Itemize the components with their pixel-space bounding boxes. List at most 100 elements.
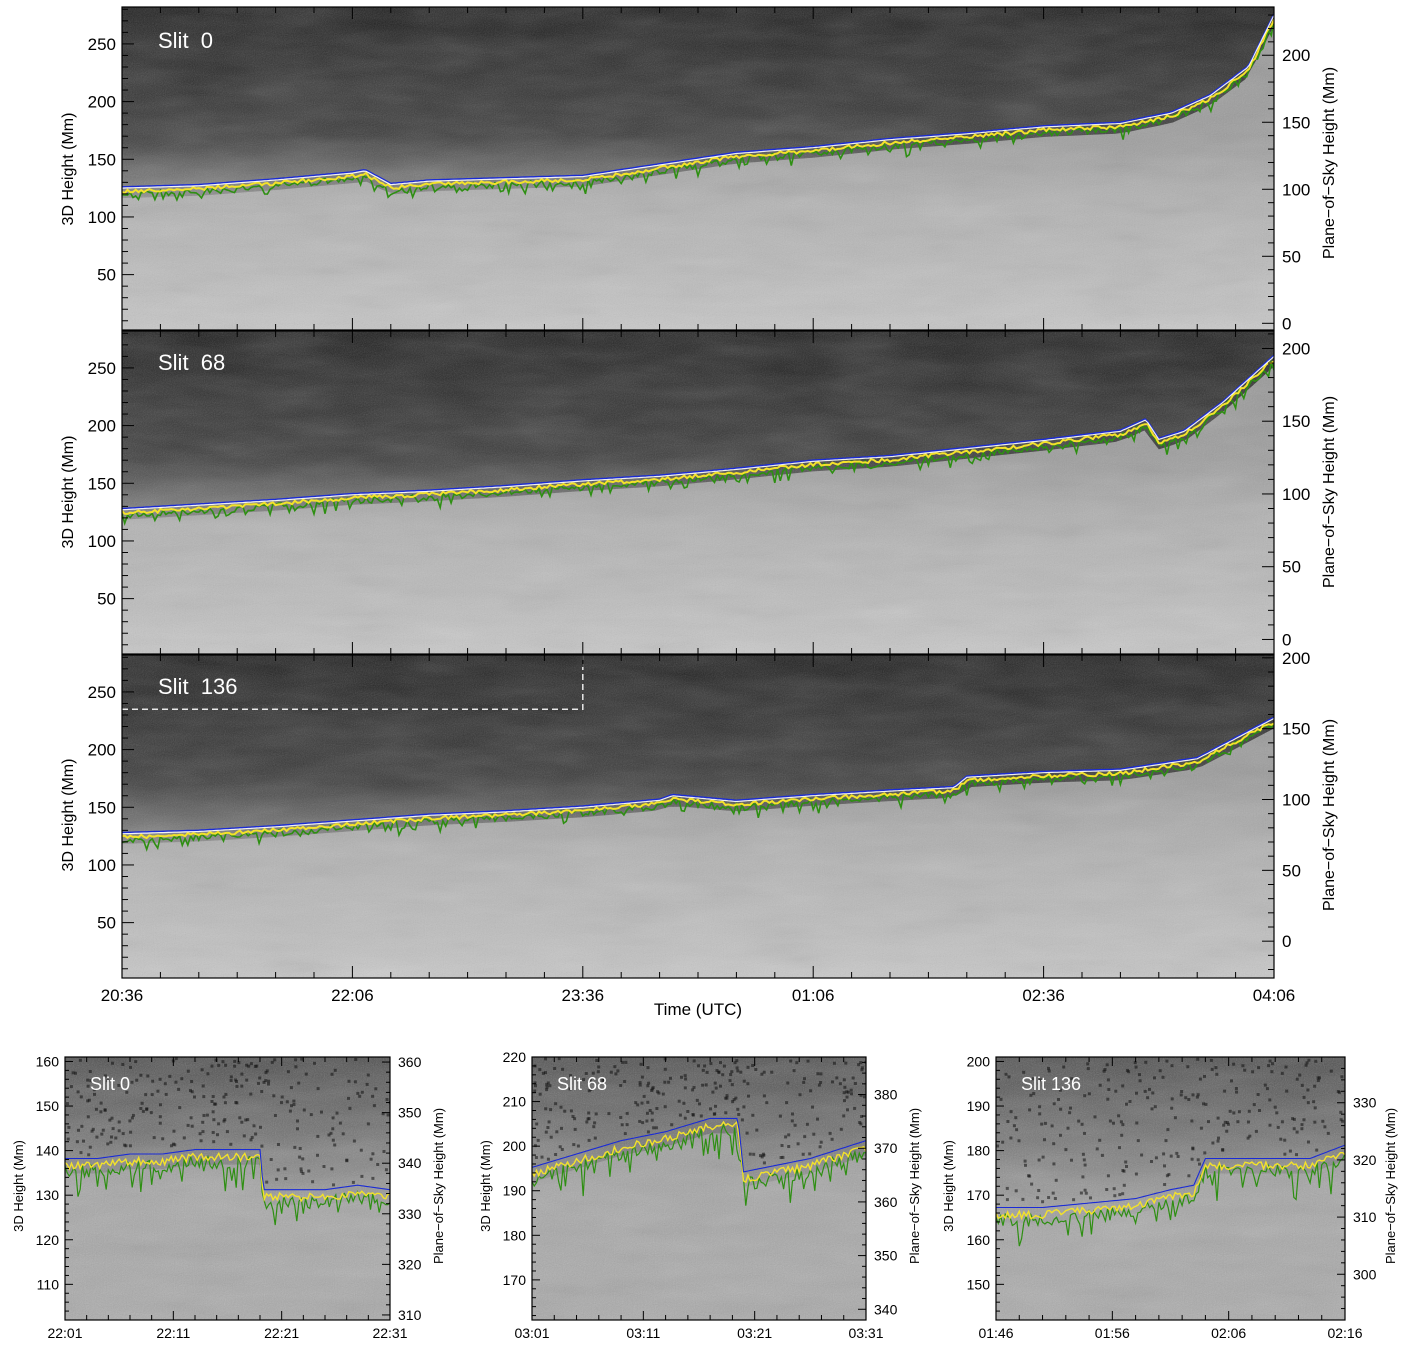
y-axis-label-right: Plane−of−Sky Height (Mm) bbox=[1383, 1108, 1398, 1264]
noise-speck bbox=[593, 1136, 597, 1140]
noise-speck bbox=[828, 1131, 832, 1135]
noise-speck bbox=[832, 1061, 836, 1065]
y-tick-label-right: 340 bbox=[398, 1155, 422, 1171]
noise-speck bbox=[372, 1104, 376, 1108]
noise-speck bbox=[1125, 1165, 1128, 1168]
noise-speck bbox=[178, 1106, 182, 1110]
y-axis-label-left: 3D Height (Mm) bbox=[941, 1140, 956, 1232]
noise-speck bbox=[1283, 1138, 1287, 1142]
noise-speck bbox=[246, 1118, 250, 1122]
noise-speck bbox=[544, 1130, 548, 1134]
noise-speck bbox=[1052, 1142, 1056, 1146]
noise-speck bbox=[793, 1123, 797, 1127]
noise-speck bbox=[725, 1094, 729, 1098]
noise-speck bbox=[638, 1081, 642, 1085]
noise-speck bbox=[1030, 1182, 1034, 1186]
noise-speck bbox=[740, 1118, 744, 1122]
noise-speck bbox=[817, 1083, 821, 1087]
noise-speck bbox=[345, 1158, 349, 1162]
noise-speck bbox=[90, 1129, 94, 1133]
noise-speck bbox=[330, 1167, 334, 1171]
noise-speck bbox=[235, 1080, 238, 1083]
noise-speck bbox=[860, 1115, 864, 1118]
noise-speck bbox=[276, 1168, 280, 1172]
noise-speck bbox=[714, 1104, 717, 1108]
noise-speck bbox=[1014, 1116, 1018, 1120]
noise-speck bbox=[374, 1087, 378, 1091]
noise-speck bbox=[1271, 1062, 1274, 1066]
x-tick-label: 04:06 bbox=[1253, 986, 1296, 1005]
noise-speck bbox=[560, 1126, 563, 1130]
y-ticks-left: 50 100 150 200 250 bbox=[88, 332, 134, 646]
noise-speck bbox=[1059, 1107, 1063, 1111]
noise-speck bbox=[202, 1114, 206, 1117]
noise-speck bbox=[1052, 1162, 1056, 1166]
noise-speck bbox=[683, 1074, 687, 1078]
y-ticks-right: 0 50 100 150 200 bbox=[1262, 649, 1310, 970]
y-tick-label-right: 0 bbox=[1282, 630, 1291, 649]
texture-fine bbox=[996, 1057, 1345, 1320]
noise-speck bbox=[762, 1161, 766, 1165]
noise-speck bbox=[686, 1110, 690, 1113]
noise-speck bbox=[819, 1140, 823, 1144]
noise-speck bbox=[1225, 1121, 1229, 1124]
y-tick-label-left: 200 bbox=[88, 93, 116, 112]
noise-speck bbox=[1117, 1114, 1121, 1118]
noise-speck bbox=[1190, 1157, 1194, 1161]
x-ticks: 20:36 22:06 23:36 01:06 02:36 04:06 bbox=[101, 655, 1296, 1005]
noise-speck bbox=[1015, 1128, 1019, 1132]
noise-speck bbox=[224, 1063, 228, 1067]
noise-speck bbox=[1339, 1118, 1343, 1122]
front-curves bbox=[65, 1149, 390, 1226]
noise-speck bbox=[1119, 1120, 1123, 1124]
noise-speck bbox=[1295, 1130, 1299, 1134]
noise-speck bbox=[1169, 1154, 1173, 1158]
noise-speck bbox=[1032, 1092, 1036, 1096]
noise-speck bbox=[1064, 1148, 1068, 1152]
noise-speck bbox=[624, 1060, 628, 1064]
y-tick-label-right: 200 bbox=[1282, 339, 1310, 358]
noise-speck bbox=[704, 1083, 708, 1087]
noise-speck bbox=[1326, 1131, 1330, 1135]
noise-speck bbox=[1102, 1069, 1106, 1073]
noise-speck bbox=[1093, 1115, 1097, 1119]
noise-speck bbox=[173, 1143, 177, 1147]
noise-speck bbox=[1004, 1072, 1008, 1076]
noise-speck bbox=[544, 1107, 548, 1111]
noise-speck bbox=[66, 1102, 69, 1106]
noise-speck bbox=[1069, 1106, 1072, 1110]
noise-speck bbox=[67, 1125, 71, 1129]
noise-speck bbox=[1300, 1123, 1304, 1127]
noise-speck bbox=[545, 1085, 549, 1089]
y-tick-label-right: 380 bbox=[874, 1087, 898, 1103]
y-tick-label-left: 180 bbox=[503, 1227, 527, 1243]
noise-speck bbox=[174, 1057, 178, 1061]
y-tick-label-right: 50 bbox=[1282, 247, 1301, 266]
noise-speck bbox=[352, 1139, 356, 1143]
noise-speck bbox=[327, 1133, 331, 1137]
noise-speck bbox=[554, 1153, 558, 1156]
noise-speck bbox=[1083, 1163, 1087, 1167]
noise-speck bbox=[1302, 1118, 1306, 1122]
noise-speck bbox=[1223, 1120, 1227, 1124]
noise-speck bbox=[95, 1135, 99, 1139]
noise-speck bbox=[1122, 1169, 1126, 1173]
y-axis-label-left: 3D Height (Mm) bbox=[11, 1140, 26, 1232]
x-tick-label: 03:01 bbox=[514, 1325, 549, 1341]
noise-speck bbox=[1138, 1079, 1142, 1083]
noise-speck bbox=[130, 1116, 134, 1120]
noise-speck bbox=[1167, 1173, 1171, 1176]
noise-speck bbox=[1315, 1148, 1319, 1152]
noise-speck bbox=[149, 1111, 153, 1115]
noise-speck bbox=[1265, 1087, 1269, 1091]
noise-speck bbox=[860, 1066, 864, 1070]
noise-speck bbox=[146, 1074, 150, 1078]
noise-speck bbox=[652, 1126, 656, 1130]
noise-speck bbox=[791, 1112, 794, 1116]
noise-speck bbox=[1153, 1076, 1156, 1080]
noise-speck bbox=[1009, 1136, 1013, 1140]
noise-speck bbox=[292, 1103, 296, 1106]
noise-speck bbox=[1280, 1120, 1284, 1124]
noise-speck bbox=[347, 1079, 351, 1083]
noise-speck bbox=[1285, 1089, 1289, 1093]
